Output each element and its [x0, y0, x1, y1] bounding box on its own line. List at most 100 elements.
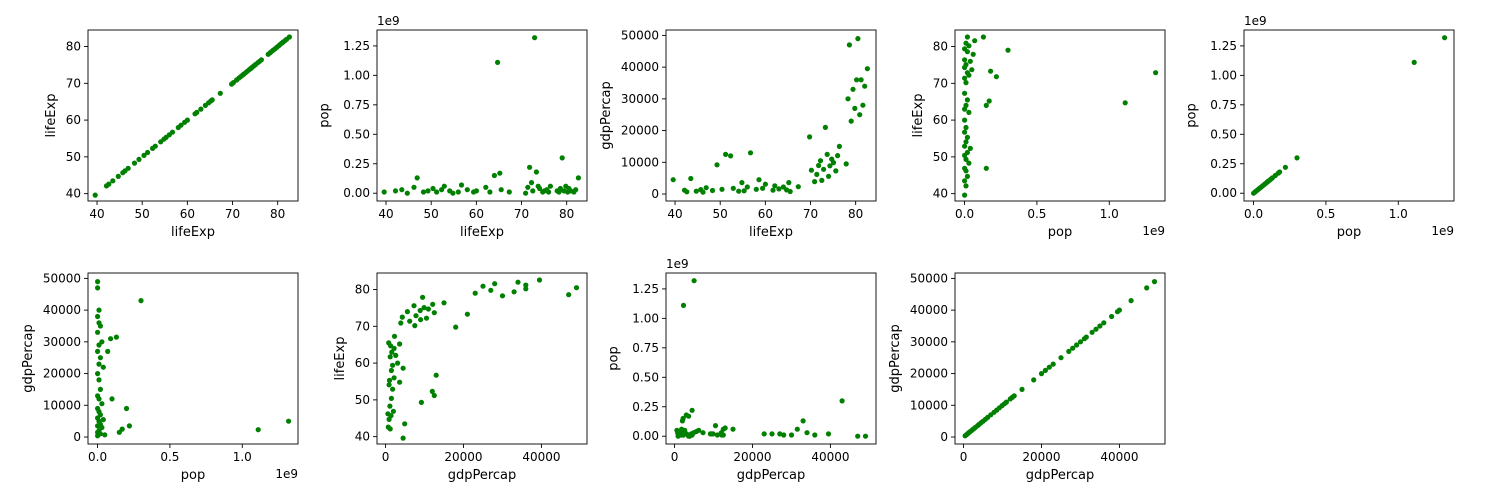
data-point: [169, 129, 176, 135]
data-point: [492, 281, 498, 287]
panel-2: 40 50 60 70 80 0.00 0.25 0.50 0.75 1.00 1.25 lifeEx…: [318, 14, 588, 240]
data-point: [390, 362, 396, 368]
x-tick-label: 50: [135, 207, 150, 221]
y-tick-label: 30000: [621, 92, 659, 106]
data-point: [736, 188, 742, 194]
data-point: [1083, 334, 1089, 340]
x-axis-label: gdpPercap: [1026, 468, 1095, 483]
x-tick-label: 0: [382, 450, 390, 464]
data-point: [498, 187, 504, 193]
y-tick-label: 0.00: [343, 186, 370, 200]
data-point: [1097, 323, 1103, 329]
y-tick-label: 0: [940, 430, 948, 444]
x-tick-label: 0.5: [160, 450, 179, 464]
x-tick-label: 60: [180, 207, 195, 221]
data-point: [387, 354, 393, 360]
data-point: [1058, 355, 1064, 361]
y-axis-label: pop: [318, 103, 333, 127]
points: [95, 279, 292, 439]
x-axis-label: pop: [1048, 225, 1072, 240]
data-point: [817, 158, 824, 164]
data-point: [387, 403, 393, 409]
points: [385, 277, 580, 441]
x-tick-label: 0: [960, 450, 968, 464]
data-point: [547, 183, 554, 189]
y-axis-label: gdpPercap: [888, 324, 903, 393]
data-point: [833, 168, 839, 174]
data-point: [511, 289, 517, 295]
data-point: [1442, 35, 1448, 41]
data-point: [821, 166, 827, 172]
data-point: [969, 67, 975, 73]
data-point: [700, 430, 706, 436]
data-point: [675, 430, 681, 436]
data-point: [402, 421, 408, 427]
data-point: [487, 189, 493, 195]
data-point: [390, 386, 396, 392]
data-point: [1019, 386, 1025, 392]
data-point: [682, 427, 688, 433]
data-point: [537, 185, 543, 192]
data-point: [1153, 70, 1159, 76]
panel-1: 40 50 60 70 80 40 50 60 70 80 lifeExp lifeExp: [44, 29, 299, 240]
data-point: [966, 109, 972, 115]
data-point: [680, 432, 687, 438]
data-point: [963, 40, 969, 46]
data-point: [962, 129, 968, 135]
y-tick-label: 50: [933, 150, 948, 164]
data-point: [839, 398, 845, 404]
data-point: [453, 324, 459, 330]
data-point: [106, 181, 112, 187]
data-point: [962, 165, 968, 171]
data-point: [559, 155, 565, 161]
data-point: [108, 336, 114, 342]
data-point: [804, 430, 810, 436]
x-tick-label: 70: [225, 207, 240, 221]
data-point: [458, 182, 465, 188]
data-point: [988, 68, 994, 74]
data-point: [391, 375, 397, 381]
data-point: [986, 98, 992, 104]
data-point: [286, 418, 292, 424]
data-point: [506, 189, 512, 195]
y-tick-label: 50000: [910, 271, 948, 285]
y-tick-label: 1.00: [1210, 68, 1237, 82]
x-axis-label: lifeExp: [171, 225, 215, 240]
data-point: [381, 189, 387, 195]
data-point: [845, 96, 851, 102]
data-point: [441, 183, 447, 189]
data-point: [97, 323, 103, 329]
data-point: [972, 38, 978, 44]
data-point: [807, 134, 813, 140]
y-tick-label: 50000: [43, 271, 81, 285]
points: [670, 36, 871, 195]
data-point: [407, 318, 413, 324]
data-point: [776, 186, 782, 192]
data-point: [1038, 371, 1045, 377]
data-point: [96, 377, 102, 383]
data-point: [962, 90, 968, 96]
data-point: [95, 313, 101, 320]
axes-frame: [376, 29, 588, 202]
data-point: [425, 188, 431, 194]
y-tick-label: 0.50: [632, 370, 659, 384]
data-point: [388, 367, 394, 374]
y-tick-label: 60: [355, 356, 370, 370]
axes-frame: [1243, 29, 1455, 202]
y-tick-label: 40: [355, 430, 370, 444]
data-point: [450, 190, 456, 196]
data-point: [730, 185, 736, 191]
x-tick-label: 1.0: [233, 450, 252, 464]
data-point: [434, 189, 440, 195]
data-point: [1077, 339, 1084, 345]
data-point: [688, 431, 694, 437]
panel-3: 40 50 60 70 80 0 10000 20000 30000 40000 50000 life…: [599, 28, 877, 240]
data-point: [96, 361, 102, 367]
data-point: [399, 187, 405, 193]
y-tick-label: 1.00: [343, 68, 370, 82]
y-tick-label: 0.25: [343, 157, 370, 171]
data-point: [1031, 377, 1037, 383]
data-point: [488, 287, 494, 293]
data-point: [846, 42, 853, 48]
